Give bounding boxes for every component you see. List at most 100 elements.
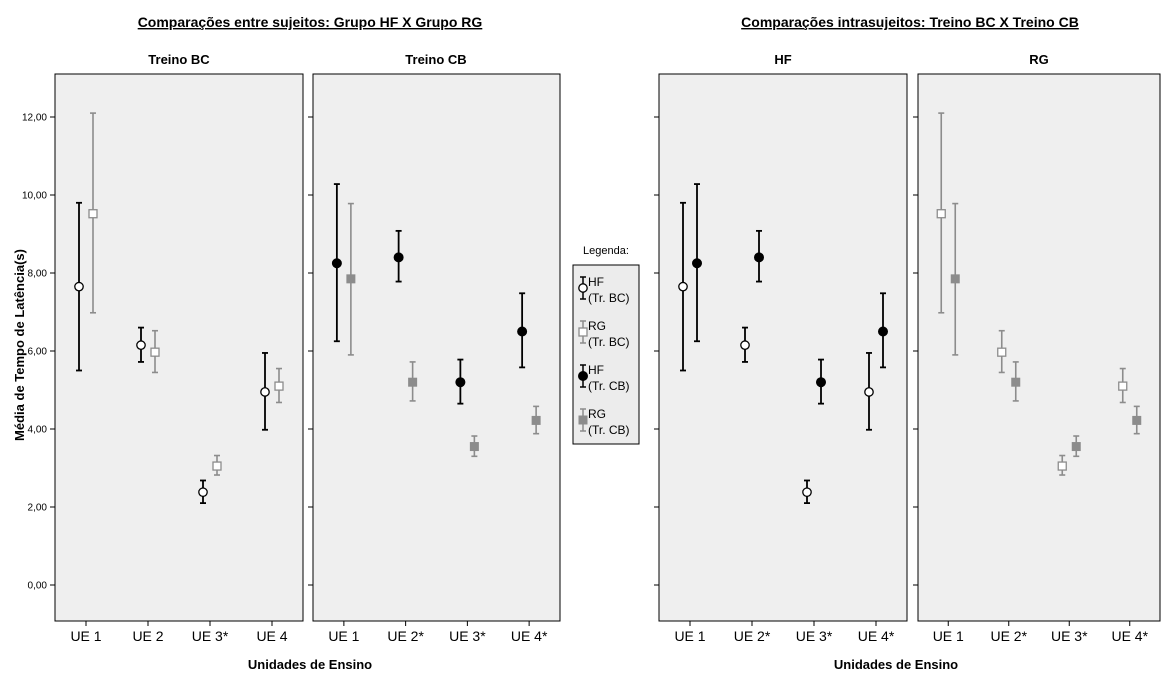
panel-title-1-0: HF <box>774 52 791 67</box>
error-bar-0-1-1-1 <box>408 361 418 402</box>
mean-marker-0-0-1-2 <box>212 461 222 471</box>
error-bar-0-1-0-1 <box>393 229 404 283</box>
mean-marker-0-1-1-3 <box>531 415 541 425</box>
legend-label-line2-1: (Tr. BC) <box>588 335 630 349</box>
mean-marker-0-0-0-3 <box>260 387 270 397</box>
legend-label-line2-0: (Tr. BC) <box>588 291 630 305</box>
mean-marker-1-1-1-3 <box>1132 415 1142 425</box>
legend-label-line1-2: HF <box>588 363 604 377</box>
mean-marker-1-1-1-1 <box>1011 377 1021 387</box>
x-tick-label-0-0-1: UE 2 <box>132 628 163 644</box>
legend-title: Legenda: <box>583 245 629 257</box>
error-bar-1-0-1-3 <box>878 292 888 369</box>
mean-marker-0-1-0-3 <box>517 326 528 337</box>
error-bar-0-0-0-2 <box>198 479 208 505</box>
legend-box <box>572 264 640 445</box>
x-axis-label-1: Unidades de Ensino <box>834 657 958 672</box>
mean-marker-0-0-1-3 <box>274 381 284 391</box>
panel-1-1 <box>917 73 1161 622</box>
error-bar-1-1-0-3 <box>1118 367 1128 404</box>
mean-marker-0-0-1-0 <box>88 209 98 219</box>
x-tick-label-1-1-2: UE 3* <box>1051 628 1088 644</box>
mean-marker-0-1-1-0 <box>346 274 356 284</box>
error-bar-1-1-0-1 <box>997 329 1007 374</box>
legend-marker-0 <box>578 283 588 293</box>
panel-title-1-1: RG <box>1029 52 1049 67</box>
legend-marker-1 <box>578 327 588 337</box>
error-bar-0-0-1-1 <box>150 329 160 374</box>
x-tick-label-1-1-0: UE 1 <box>933 628 964 644</box>
error-bar-0-1-1-3 <box>531 405 541 435</box>
error-bar-0-1-0-0 <box>331 183 342 343</box>
error-bar-0-0-0-0 <box>74 201 84 372</box>
legend-label-line2-2: (Tr. CB) <box>588 379 630 393</box>
x-tick-label-0-0-3: UE 4 <box>256 628 287 644</box>
y-axis-label: Média de Tempo de Latência(s) <box>12 249 27 441</box>
mean-marker-1-0-0-1 <box>740 340 750 350</box>
legend-marker-3 <box>578 415 588 425</box>
mean-marker-1-0-0-3 <box>864 387 874 397</box>
x-axis-label-0: Unidades de Ensino <box>248 657 372 672</box>
y-tick-label-1: 2,00 <box>28 503 48 514</box>
error-bar-1-0-0-1 <box>740 326 750 363</box>
mean-marker-1-0-1-3 <box>878 326 888 337</box>
error-bar-1-1-1-0 <box>950 202 960 356</box>
mean-marker-0-1-0-2 <box>455 377 466 388</box>
error-bar-0-0-1-2 <box>212 454 222 476</box>
panel-1-0 <box>658 73 908 622</box>
y-tick-label-3: 6,00 <box>28 347 48 358</box>
error-bar-0-1-0-2 <box>455 358 466 405</box>
legend-item-1: RG (Tr. BC) <box>578 319 630 349</box>
panel-title-0-1: Treino CB <box>405 52 466 67</box>
mean-marker-0-0-0-1 <box>136 340 146 350</box>
panel-title-0-0: Treino BC <box>148 52 210 67</box>
legend-marker-2 <box>578 371 588 381</box>
legend-label-line1-0: HF <box>588 275 604 289</box>
y-tick-label-5: 10,00 <box>22 191 47 202</box>
mean-marker-0-1-0-1 <box>393 252 404 263</box>
error-bar-0-1-0-3 <box>517 292 528 369</box>
legend-label-line2-3: (Tr. CB) <box>588 423 630 437</box>
mean-marker-1-1-0-0 <box>936 209 946 219</box>
error-bar-0-0-0-1 <box>136 326 146 363</box>
mean-marker-1-0-0-2 <box>802 487 812 498</box>
error-bar-0-1-1-2 <box>469 435 479 458</box>
error-bar-1-1-1-3 <box>1132 405 1142 435</box>
mean-marker-1-0-1-1 <box>754 252 764 263</box>
error-bar-1-0-0-3 <box>864 352 874 431</box>
mean-marker-1-0-1-0 <box>692 258 702 269</box>
x-tick-label-0-0-0: UE 1 <box>70 628 101 644</box>
x-tick-label-0-1-0: UE 1 <box>328 628 359 644</box>
mean-marker-1-1-1-0 <box>950 274 960 284</box>
y-tick-label-0: 0,00 <box>28 581 48 592</box>
legend-item-0: HF (Tr. BC) <box>578 275 630 305</box>
error-bar-1-1-1-2 <box>1071 435 1081 458</box>
mean-marker-1-1-0-2 <box>1057 461 1067 471</box>
x-tick-label-0-0-2: UE 3* <box>192 628 229 644</box>
x-tick-label-1-1-3: UE 4* <box>1111 628 1148 644</box>
legend-label-line1-1: RG <box>588 319 606 333</box>
legend-item-3: RG (Tr. CB) <box>578 407 630 437</box>
y-tick-label-6: 12,00 <box>22 113 47 124</box>
y-tick-label-4: 8,00 <box>28 269 48 280</box>
mean-marker-0-0-1-1 <box>150 347 160 357</box>
mean-marker-1-0-0-0 <box>678 281 688 292</box>
legend-label-line1-3: RG <box>588 407 606 421</box>
mean-marker-0-1-1-1 <box>408 377 418 387</box>
y-tick-label-2: 4,00 <box>28 425 48 436</box>
error-bar-1-0-1-2 <box>816 358 826 405</box>
x-tick-label-1-0-0: UE 1 <box>674 628 705 644</box>
error-bar-0-0-1-0 <box>88 112 98 314</box>
group-title-0: Comparações entre sujeitos: Grupo HF X G… <box>138 14 483 30</box>
x-tick-label-1-0-3: UE 4* <box>858 628 895 644</box>
mean-marker-0-1-1-2 <box>469 442 479 452</box>
legend-item-2: HF (Tr. CB) <box>578 363 630 393</box>
error-bar-1-0-0-2 <box>802 479 812 505</box>
error-bar-0-1-1-0 <box>346 202 356 356</box>
error-bar-1-1-0-0 <box>936 112 946 314</box>
x-tick-label-1-0-1: UE 2* <box>734 628 771 644</box>
x-tick-label-1-0-2: UE 3* <box>796 628 833 644</box>
error-bar-1-1-0-2 <box>1057 454 1067 476</box>
mean-marker-1-1-0-3 <box>1118 381 1128 391</box>
